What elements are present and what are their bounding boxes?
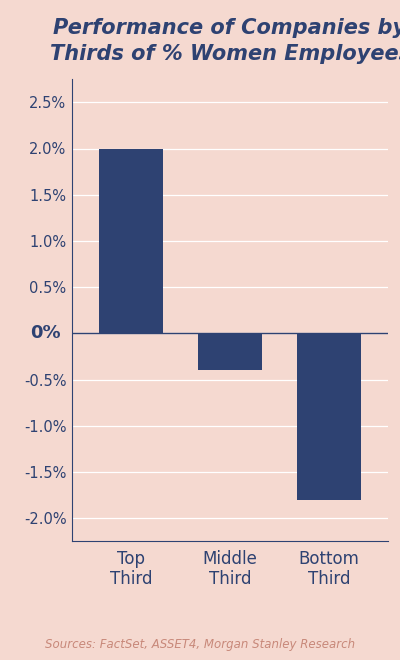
Bar [99, 148, 163, 333]
Bar [198, 333, 262, 370]
Text: Sources: FactSet, ASSET4, Morgan Stanley Research: Sources: FactSet, ASSET4, Morgan Stanley… [45, 638, 355, 651]
Text: 0%: 0% [30, 324, 61, 343]
Bar [297, 333, 361, 500]
Title: Performance of Companies by
Thirds of % Women Employees: Performance of Companies by Thirds of % … [50, 18, 400, 64]
